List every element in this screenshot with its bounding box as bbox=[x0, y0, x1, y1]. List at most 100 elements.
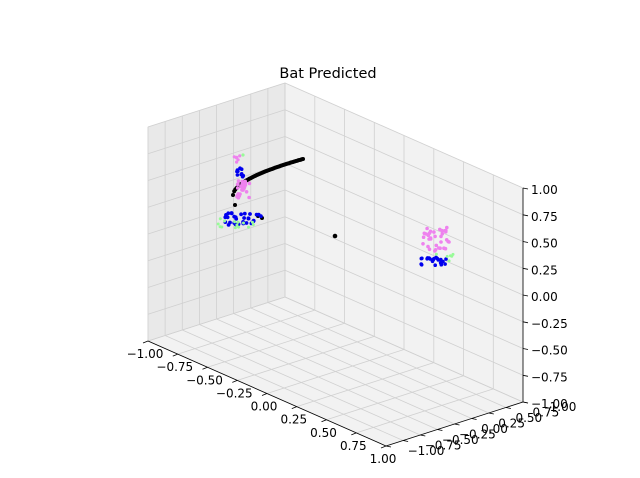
grid-line bbox=[284, 296, 524, 403]
grid-line bbox=[356, 388, 494, 434]
point-blue bbox=[225, 215, 230, 220]
point-blue bbox=[235, 173, 240, 177]
point-violet bbox=[433, 234, 437, 239]
y-tick-label: −0.50 bbox=[442, 433, 479, 447]
point-black bbox=[231, 193, 235, 197]
point-palegreen bbox=[434, 252, 438, 256]
grid-line bbox=[284, 82, 524, 189]
point-blue bbox=[432, 256, 436, 261]
x-tick bbox=[291, 406, 297, 409]
point-blue bbox=[239, 212, 244, 217]
point-violet bbox=[240, 182, 245, 186]
x-tick-label: 0.25 bbox=[280, 413, 307, 427]
point-blue bbox=[244, 221, 249, 225]
y-tick bbox=[471, 418, 477, 420]
point-violet bbox=[247, 181, 252, 186]
y-tick bbox=[403, 440, 409, 442]
x-tick bbox=[321, 419, 327, 423]
point-violet bbox=[236, 179, 241, 183]
point-palegreen bbox=[237, 225, 241, 229]
grid-line bbox=[147, 109, 286, 155]
grid-line bbox=[147, 82, 286, 128]
point-violet bbox=[427, 237, 431, 241]
x-tick-label: −0.50 bbox=[186, 373, 223, 387]
y-tick bbox=[488, 412, 494, 415]
point-violet bbox=[439, 240, 443, 244]
point-violet bbox=[433, 249, 437, 253]
point-blue bbox=[235, 169, 239, 174]
point-blue bbox=[242, 216, 247, 220]
point-palegreen bbox=[250, 220, 254, 224]
point-palegreen bbox=[223, 219, 226, 223]
point-violet bbox=[235, 155, 239, 159]
grid-line bbox=[284, 162, 524, 269]
z-tick-label: −0.25 bbox=[531, 317, 568, 331]
grid-line bbox=[147, 189, 286, 235]
y-tick-label: 1.00 bbox=[550, 400, 577, 414]
y-tick-label: 0.25 bbox=[498, 417, 525, 431]
point-violet bbox=[434, 243, 439, 248]
grid-lines bbox=[147, 82, 524, 447]
point-violet bbox=[238, 154, 242, 158]
y-tick bbox=[420, 434, 426, 437]
x-tick bbox=[202, 366, 208, 370]
point-blue bbox=[419, 263, 424, 267]
point-blue bbox=[436, 258, 441, 262]
point-violet bbox=[244, 190, 249, 194]
x-tick bbox=[261, 393, 268, 396]
point-blue bbox=[226, 211, 231, 216]
y-tick bbox=[385, 445, 392, 448]
point-violet bbox=[432, 230, 436, 234]
y-tick-label: 0.50 bbox=[515, 411, 542, 425]
point-blue bbox=[433, 263, 438, 268]
z-tick bbox=[522, 267, 529, 270]
point-violet bbox=[445, 225, 449, 230]
point-blue bbox=[254, 212, 259, 217]
x-tick bbox=[351, 432, 357, 436]
point-blue bbox=[444, 257, 448, 261]
z-tick bbox=[522, 241, 529, 243]
y-tick-label: 0.00 bbox=[481, 422, 508, 436]
tick-labels: −1.00−1.00−1.00−0.75−0.75−0.75−0.50−0.50… bbox=[127, 183, 577, 466]
z-tick-label: 1.00 bbox=[531, 183, 558, 197]
point-palegreen bbox=[233, 226, 237, 230]
z-tick bbox=[522, 321, 529, 324]
point-violet bbox=[421, 242, 425, 246]
y-tick bbox=[522, 401, 529, 404]
point-palegreen bbox=[247, 225, 250, 229]
point-violet bbox=[425, 226, 429, 231]
point-violet bbox=[444, 238, 449, 242]
grid-line bbox=[284, 136, 524, 242]
z-tick-label: 0.50 bbox=[531, 237, 558, 251]
point-palegreen bbox=[235, 223, 239, 227]
point-violet bbox=[442, 246, 446, 250]
tick-marks bbox=[142, 187, 529, 449]
z-tick bbox=[522, 187, 529, 190]
grid-line bbox=[250, 307, 489, 414]
z-tick-label: −0.50 bbox=[531, 344, 568, 358]
point-blue bbox=[239, 172, 243, 177]
point-violet bbox=[424, 232, 429, 236]
grid-line bbox=[216, 318, 455, 425]
point-black bbox=[301, 157, 305, 161]
point-palegreen bbox=[216, 222, 220, 226]
point-palegreen bbox=[445, 254, 449, 258]
point-violet bbox=[427, 247, 432, 252]
point-blue bbox=[242, 211, 247, 216]
point-violet bbox=[444, 229, 448, 234]
point-violet bbox=[247, 195, 251, 200]
y-tick-label: −0.75 bbox=[425, 439, 462, 453]
point-violet bbox=[236, 182, 240, 186]
y-tick-label: −1.00 bbox=[408, 444, 445, 458]
point-palegreen bbox=[241, 153, 245, 157]
point-blue bbox=[427, 256, 431, 260]
x-tick-label: −0.75 bbox=[156, 360, 193, 374]
point-palegreen bbox=[451, 252, 455, 256]
x-tick-label: −0.25 bbox=[216, 386, 253, 400]
grid-line bbox=[326, 375, 464, 421]
grid-line bbox=[147, 162, 286, 208]
grid-line bbox=[233, 313, 472, 419]
point-violet bbox=[235, 186, 240, 190]
z-tick-label: −0.75 bbox=[531, 370, 568, 384]
